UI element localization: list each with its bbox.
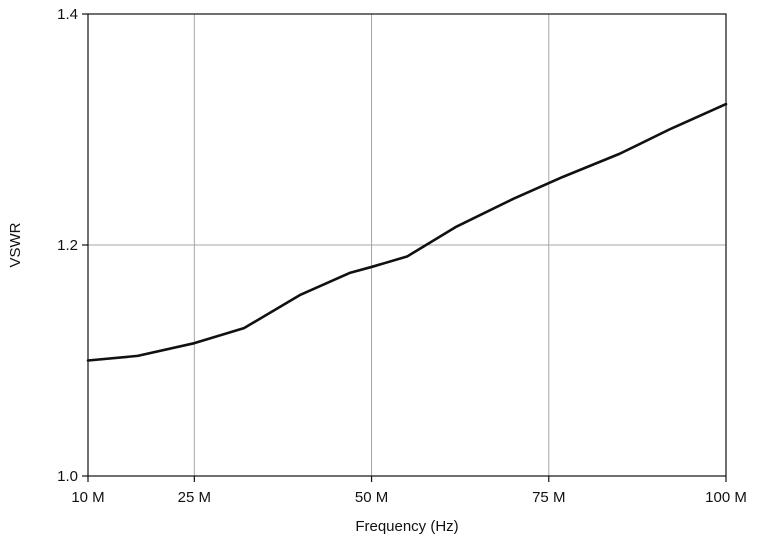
y-axis-title: VSWR: [7, 222, 24, 267]
y-tick-label: 1.4: [57, 6, 78, 23]
y-tick-label: 1.0: [57, 468, 78, 485]
x-tick-label: 10 M: [71, 489, 104, 506]
x-tick-label: 50 M: [355, 489, 388, 506]
x-tick-label: 100 M: [705, 489, 747, 506]
y-tick-label: 1.2: [57, 237, 78, 254]
x-axis-title: Frequency (Hz): [355, 518, 458, 535]
x-tick-label: 25 M: [178, 489, 211, 506]
axes: [82, 13, 727, 482]
tick-labels: 10 M 25 M 50 M 75 M 100 M 1.0 1.2 1.4: [57, 6, 747, 506]
series-layer: [86, 102, 728, 362]
grid: [88, 14, 726, 476]
x-tick-label: 75 M: [532, 489, 565, 506]
series-line: [86, 102, 728, 362]
